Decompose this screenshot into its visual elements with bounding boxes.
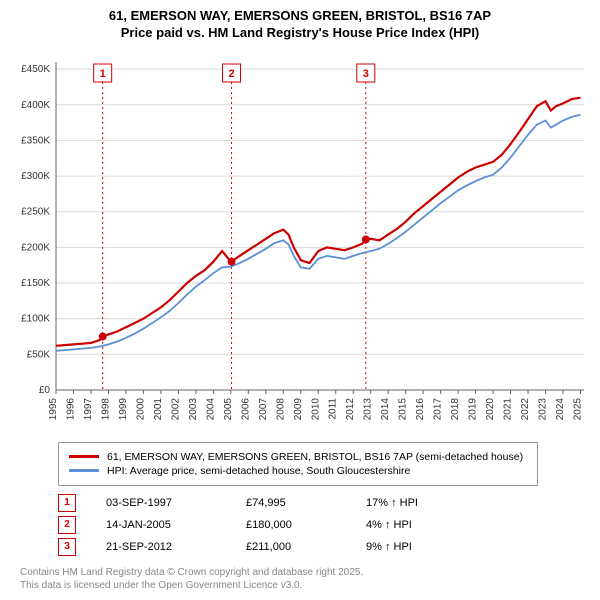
x-tick-label: 2006 <box>240 397 251 420</box>
x-tick-label: 2014 <box>380 397 391 420</box>
marker-date: 03-SEP-1997 <box>106 497 216 509</box>
marker-price: £211,000 <box>246 541 336 553</box>
x-tick-label: 2018 <box>450 397 461 420</box>
marker-number: 3 <box>363 68 369 80</box>
x-tick-label: 2020 <box>485 397 496 420</box>
marker-date: 14-JAN-2005 <box>106 519 216 531</box>
legend-label: 61, EMERSON WAY, EMERSONS GREEN, BRISTOL… <box>107 451 523 463</box>
x-tick-label: 2022 <box>520 397 531 420</box>
legend-row: 61, EMERSON WAY, EMERSONS GREEN, BRISTOL… <box>69 451 527 463</box>
footer-line-2: This data is licensed under the Open Gov… <box>20 580 302 591</box>
marker-table-row: 1 03-SEP-1997 £74,995 17% ↑ HPI <box>58 494 590 512</box>
y-tick-label: £350K <box>21 135 50 146</box>
x-tick-label: 2002 <box>170 397 181 420</box>
x-tick-label: 2012 <box>345 397 356 420</box>
y-tick-label: £0 <box>39 385 51 396</box>
x-tick-label: 2015 <box>398 397 409 420</box>
y-tick-label: £450K <box>21 64 50 75</box>
marker-number: 1 <box>100 68 106 80</box>
marker-box: 3 <box>58 538 76 556</box>
marker-box: 2 <box>58 516 76 534</box>
x-tick-label: 2010 <box>310 397 321 420</box>
marker-change: 17% ↑ HPI <box>366 497 418 509</box>
x-tick-label: 2004 <box>205 397 216 420</box>
y-tick-label: £50K <box>27 349 51 360</box>
y-tick-label: £300K <box>21 171 50 182</box>
series-property <box>56 97 581 345</box>
x-tick-label: 2003 <box>188 397 199 420</box>
x-tick-label: 2024 <box>555 397 566 420</box>
legend-swatch <box>69 455 99 458</box>
y-tick-label: £150K <box>21 278 50 289</box>
legend-swatch <box>69 469 99 472</box>
x-tick-label: 2021 <box>503 397 514 420</box>
x-tick-label: 2017 <box>433 397 444 420</box>
series-hpi <box>56 115 581 351</box>
x-tick-label: 2016 <box>415 397 426 420</box>
x-tick-label: 2025 <box>573 397 584 420</box>
marker-price: £180,000 <box>246 519 336 531</box>
line-chart-svg: £0 £50K £100K £150K £200K £250K £300K £350K £400… <box>10 54 590 434</box>
y-tick-label: £200K <box>21 242 50 253</box>
chart-title: 61, EMERSON WAY, EMERSONS GREEN, BRISTOL… <box>10 8 590 42</box>
legend-row: HPI: Average price, semi-detached house,… <box>69 465 527 477</box>
y-tick-label: £100K <box>21 313 50 324</box>
footer-attribution: Contains HM Land Registry data © Crown c… <box>20 566 590 592</box>
title-line-1: 61, EMERSON WAY, EMERSONS GREEN, BRISTOL… <box>109 8 491 23</box>
marker-number: 2 <box>228 68 234 80</box>
x-tick-label: 1998 <box>100 397 111 420</box>
footer-line-1: Contains HM Land Registry data © Crown c… <box>20 567 363 578</box>
marker-table-row: 3 21-SEP-2012 £211,000 9% ↑ HPI <box>58 538 590 556</box>
x-tick-label: 2001 <box>153 397 164 420</box>
legend-label: HPI: Average price, semi-detached house,… <box>107 465 410 477</box>
y-tick-label: £250K <box>21 207 50 218</box>
marker-box: 1 <box>58 494 76 512</box>
x-tick-label: 2009 <box>293 397 304 420</box>
marker-change: 9% ↑ HPI <box>366 541 412 553</box>
price-point-dot <box>228 257 236 265</box>
x-tick-label: 2023 <box>538 397 549 420</box>
marker-table-row: 2 14-JAN-2005 £180,000 4% ↑ HPI <box>58 516 590 534</box>
markers-table: 1 03-SEP-1997 £74,995 17% ↑ HPI 2 14-JAN-2005… <box>58 494 590 556</box>
x-tick-label: 2011 <box>328 397 339 419</box>
x-tick-label: 2013 <box>363 397 374 420</box>
chart-container: 61, EMERSON WAY, EMERSONS GREEN, BRISTOL… <box>0 0 600 600</box>
price-point-dot <box>362 235 370 243</box>
x-tick-label: 2005 <box>223 397 234 420</box>
x-tick-label: 2008 <box>275 397 286 420</box>
legend-box: 61, EMERSON WAY, EMERSONS GREEN, BRISTOL… <box>58 442 538 486</box>
title-line-2: Price paid vs. HM Land Registry's House … <box>121 25 480 40</box>
x-tick-label: 2007 <box>258 397 269 420</box>
chart-plot: £0 £50K £100K £150K £200K £250K £300K £350K £400… <box>10 54 590 434</box>
marker-price: £74,995 <box>246 497 336 509</box>
price-point-dot <box>99 332 107 340</box>
x-tick-label: 1997 <box>83 397 94 420</box>
y-tick-label: £400K <box>21 100 50 111</box>
x-tick-label: 1995 <box>48 397 59 420</box>
x-tick-label: 1999 <box>118 397 129 420</box>
marker-change: 4% ↑ HPI <box>366 519 412 531</box>
x-tick-label: 2000 <box>135 397 146 420</box>
x-tick-label: 2019 <box>468 397 479 420</box>
x-tick-label: 1996 <box>65 397 76 420</box>
marker-date: 21-SEP-2012 <box>106 541 216 553</box>
